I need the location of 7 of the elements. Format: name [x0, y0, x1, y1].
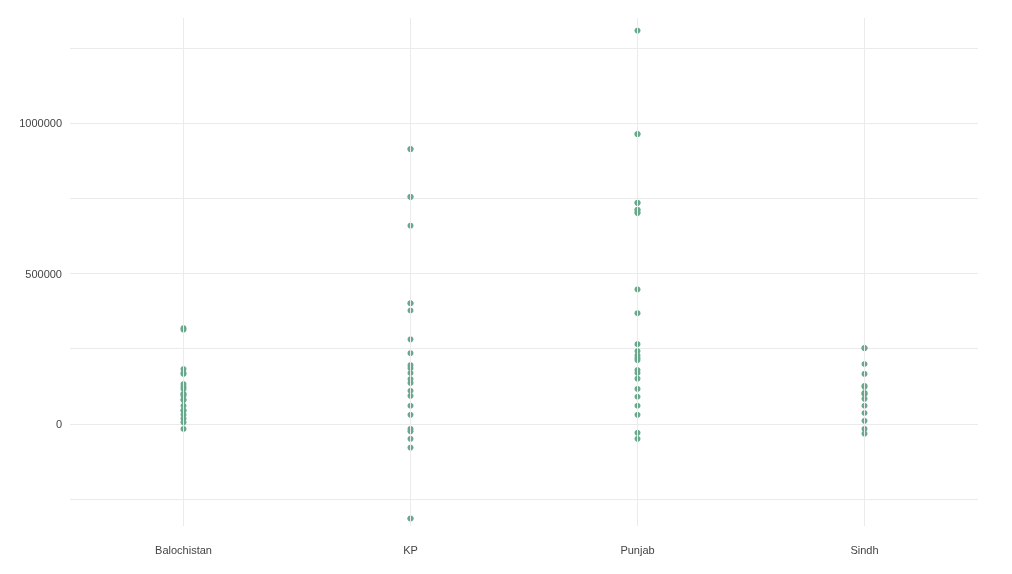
y-tick-label: 500000: [25, 267, 62, 280]
x-tick-label: Punjab: [620, 543, 655, 556]
y-tick-label: 1000000: [19, 117, 62, 130]
x-tick-label: Balochistan: [155, 543, 212, 556]
y-tick-label: 0: [55, 417, 62, 430]
x-tick-label: KP: [403, 543, 418, 556]
x-tick-label: Sindh: [850, 543, 879, 556]
